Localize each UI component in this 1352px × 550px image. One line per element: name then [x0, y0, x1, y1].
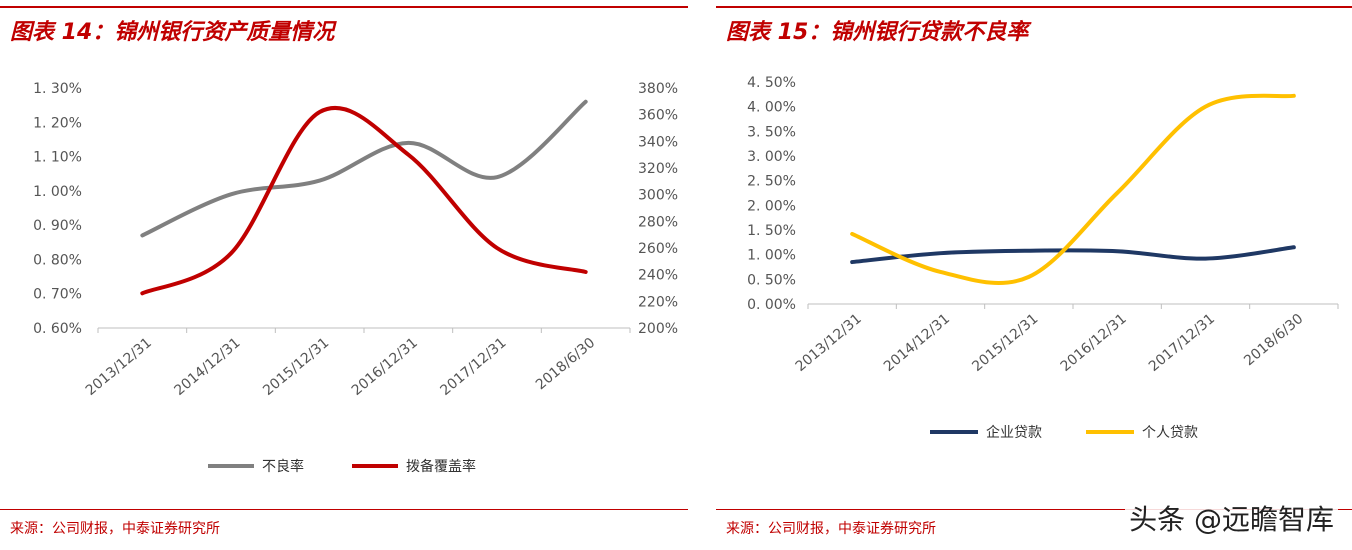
- y-right-tick-label: 320%: [638, 161, 678, 177]
- source-note: 来源：公司财报，中泰证券研究所: [10, 521, 220, 537]
- x-tick-label: 2013/12/31: [83, 335, 155, 399]
- source-rule: [0, 509, 688, 510]
- x-tick-label: 2017/12/31: [1146, 311, 1218, 375]
- chart-title: 图表 15：锦州银行贷款不良率: [726, 20, 1029, 45]
- series-line-provision-coverage: [140, 105, 588, 296]
- source-note: 来源：公司财报，中泰证券研究所: [726, 521, 936, 537]
- y-left-tick-label: 0. 80%: [33, 252, 82, 268]
- y-right-tick-label: 340%: [638, 134, 678, 150]
- y-right-tick-label: 380%: [638, 81, 678, 97]
- y-left-tick-label: 0. 60%: [33, 321, 82, 337]
- x-tick-label: 2017/12/31: [437, 335, 509, 399]
- y-right-tick-label: 220%: [638, 294, 678, 310]
- y-tick-label: 4. 50%: [747, 75, 796, 91]
- y-tick-label: 0. 50%: [747, 272, 796, 288]
- npl-ratio-chart: 4. 50% 4. 00% 3. 50% 3. 00% 2. 50% 2. 00% 1. 5…: [747, 75, 1339, 441]
- y-left-tick-label: 1. 00%: [33, 184, 82, 200]
- series-line-personal-loans: [850, 93, 1296, 285]
- y-right-tick-label: 200%: [638, 321, 678, 337]
- x-tick-label: 2015/12/31: [969, 311, 1041, 375]
- y-tick-label: 3. 50%: [747, 124, 796, 140]
- chart-panel-npl-ratio: 图表 15：锦州银行贷款不良率 4. 50% 4. 00% 3. 50% 3. 00%…: [716, 0, 1352, 550]
- y-left-tick-label: 1. 10%: [33, 150, 82, 166]
- y-left-tick-label: 1. 20%: [33, 115, 82, 131]
- x-tick-label: 2013/12/31: [793, 311, 865, 375]
- watermark: 头条 @远瞻智库: [1125, 498, 1338, 538]
- y-tick-label: 2. 00%: [747, 198, 796, 214]
- y-left-tick-label: 1. 30%: [33, 81, 82, 97]
- chart-panel-asset-quality: 图表 14：锦州银行资产质量情况 1. 30% 1. 20% 1. 10% 1. 00…: [0, 6, 688, 537]
- series-line-npl-ratio: [140, 99, 588, 238]
- y-tick-label: 3. 00%: [747, 149, 796, 165]
- chart-title: 图表 14：锦州银行资产质量情况: [10, 20, 335, 45]
- title-rule: [0, 6, 688, 8]
- legend-label-npl-ratio: 不良率: [262, 458, 304, 475]
- x-tick-label: 2014/12/31: [881, 311, 953, 375]
- y-tick-label: 1. 50%: [747, 223, 796, 239]
- y-left-tick-label: 0. 90%: [33, 218, 82, 234]
- y-tick-label: 4. 00%: [747, 100, 796, 116]
- x-tick-label: 2015/12/31: [260, 335, 332, 399]
- y-tick-label: 1. 00%: [747, 248, 796, 264]
- source-rule: [716, 509, 1352, 510]
- x-tick-label: 2018/6/30: [1241, 311, 1306, 369]
- x-tick-label: 2018/6/30: [533, 335, 598, 393]
- y-right-tick-label: 300%: [638, 188, 678, 204]
- legend-label-provision-coverage: 拨备覆盖率: [406, 458, 476, 475]
- legend-label-personal-loans: 个人贷款: [1142, 425, 1198, 441]
- x-tick-label: 2016/12/31: [349, 335, 421, 399]
- y-left-tick-label: 0. 70%: [33, 287, 82, 303]
- y-tick-label: 0. 00%: [747, 297, 796, 313]
- asset-quality-chart: 1. 30% 1. 20% 1. 10% 1. 00% 0. 90% 0. 80% 0. 7…: [33, 81, 678, 475]
- series-line-corporate-loans: [850, 245, 1296, 265]
- title-rule: [716, 6, 1352, 8]
- y-right-tick-label: 260%: [638, 241, 678, 257]
- y-right-tick-label: 360%: [638, 108, 678, 124]
- x-tick-label: 2016/12/31: [1058, 311, 1130, 375]
- y-right-tick-label: 280%: [638, 214, 678, 230]
- y-tick-label: 2. 50%: [747, 174, 796, 190]
- legend-label-corporate-loans: 企业贷款: [986, 424, 1042, 441]
- y-right-tick-label: 240%: [638, 268, 678, 284]
- x-tick-label: 2014/12/31: [171, 335, 243, 399]
